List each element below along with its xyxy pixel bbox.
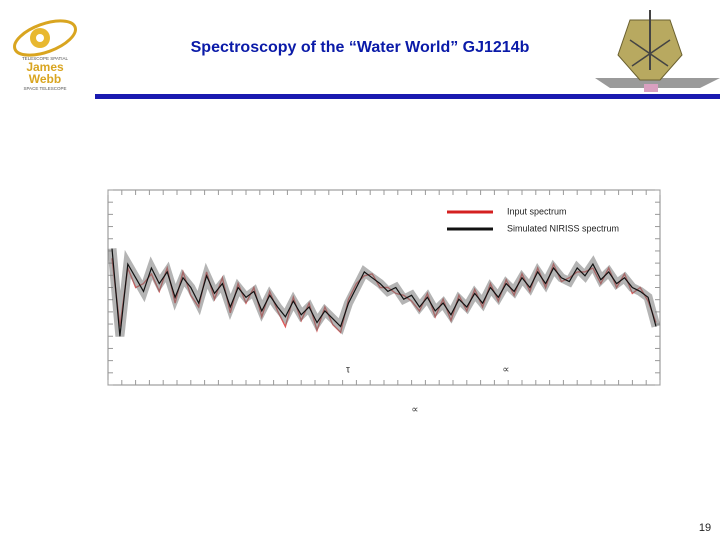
- logo: TELESCOPE SPATIAL James Webb SPACE TELES…: [13, 19, 77, 91]
- telescope-image: [595, 10, 720, 92]
- logo-text: TELESCOPE SPATIAL: [22, 56, 69, 61]
- logo-text: Webb: [29, 72, 61, 86]
- logo-text: SPACE TELESCOPE: [23, 86, 66, 91]
- series-line: [111, 248, 657, 337]
- page-number: 19: [699, 522, 711, 534]
- plot: [107, 189, 661, 386]
- slide-title: Spectroscopy of the “Water World” GJ1214…: [191, 39, 530, 56]
- annotation: τ: [346, 365, 350, 376]
- annotation: ∝: [411, 405, 418, 416]
- logo-text: James: [26, 60, 64, 74]
- legend-label: Input spectrum: [507, 206, 567, 216]
- title-rule: [95, 94, 720, 99]
- annotation: ∝: [502, 365, 509, 376]
- legend-label: Simulated NIRISS spectrum: [507, 223, 619, 233]
